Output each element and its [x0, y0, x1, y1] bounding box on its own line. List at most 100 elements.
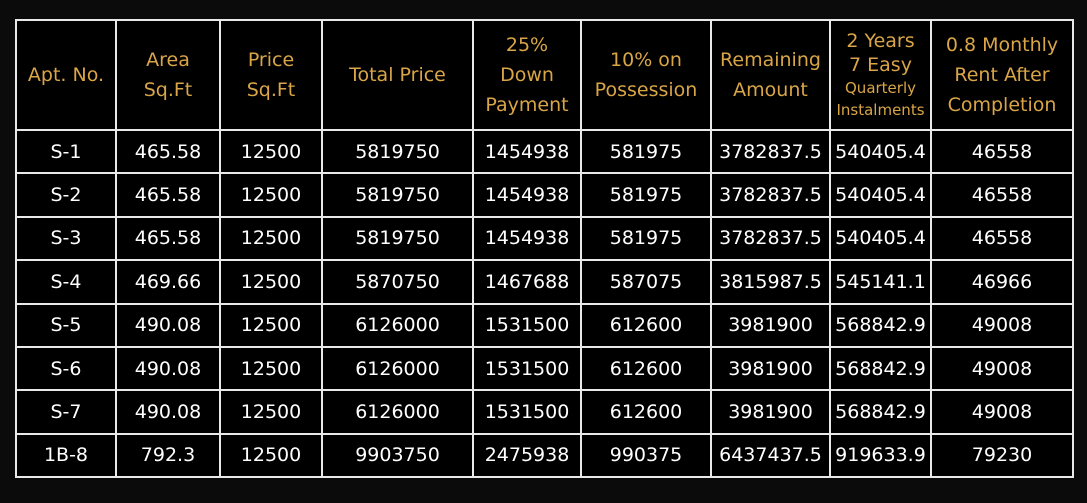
- cell-apt-no: S-1: [15, 128, 117, 175]
- cell-total-price: 6126000: [321, 389, 474, 435]
- cell-possession: 587075: [580, 259, 712, 305]
- cell-total-price: 9903750: [321, 432, 474, 479]
- cell-apt-no: S-3: [15, 215, 117, 262]
- cell-remaining-amount: 3981900: [710, 389, 831, 435]
- header-text: Possession: [594, 79, 698, 101]
- table-row: 1B-8 792.3 12500 9903750 2475938 990375 643743…: [15, 432, 1074, 479]
- table-row: S-2 465.58 12500 5819750 1454938 581975 378283…: [15, 172, 1074, 218]
- cell-total-price: 5819750: [321, 215, 474, 262]
- cell-down-payment: 1454938: [472, 128, 582, 175]
- cell-possession: 612600: [580, 389, 712, 435]
- table-row: S-6 490.08 12500 6126000 1531500 612600 398190…: [15, 345, 1074, 392]
- cell-total-price: 6126000: [321, 345, 474, 392]
- header-text: Amount: [733, 79, 808, 101]
- header-text: Rent After: [954, 64, 1050, 86]
- cell-monthly-rent: 49008: [930, 389, 1074, 435]
- header-price-sqft: Price Sq.Ft: [219, 19, 323, 131]
- cell-down-payment: 1454938: [472, 172, 582, 218]
- cell-area: 465.58: [115, 172, 221, 218]
- cell-down-payment: 1531500: [472, 345, 582, 392]
- cell-down-payment: 1531500: [472, 389, 582, 435]
- cell-price-sqft: 12500: [219, 389, 323, 435]
- header-text: Sq.Ft: [143, 79, 193, 101]
- header-text: Area: [146, 49, 190, 71]
- cell-monthly-rent: 46558: [930, 215, 1074, 262]
- table-row: S-1 465.58 12500 5819750 1454938 581975 378283…: [15, 128, 1074, 175]
- cell-area: 490.08: [115, 345, 221, 392]
- cell-price-sqft: 12500: [219, 172, 323, 218]
- cell-down-payment: 1531500: [472, 302, 582, 348]
- cell-monthly-rent: 79230: [930, 432, 1074, 479]
- cell-remaining-amount: 3981900: [710, 302, 831, 348]
- payment-plan-table: Apt. No. Area Sq.Ft Price Sq.Ft Total Pr…: [15, 19, 1074, 479]
- header-text: Total Price: [349, 64, 446, 86]
- cell-apt-no: S-6: [15, 345, 117, 392]
- header-text: Payment: [485, 94, 569, 116]
- cell-monthly-rent: 49008: [930, 345, 1074, 392]
- cell-quarterly-instalment: 545141.1: [829, 259, 932, 305]
- table-row: S-7 490.08 12500 6126000 1531500 612600 398190…: [15, 389, 1074, 435]
- cell-area: 792.3: [115, 432, 221, 479]
- cell-quarterly-instalment: 919633.9: [829, 432, 932, 479]
- cell-price-sqft: 12500: [219, 259, 323, 305]
- cell-apt-no: S-2: [15, 172, 117, 218]
- header-remaining-amount: Remaining Amount: [710, 19, 831, 131]
- cell-possession: 612600: [580, 345, 712, 392]
- cell-total-price: 6126000: [321, 302, 474, 348]
- table-row: S-4 469.66 12500 5870750 1467688 587075 381598…: [15, 259, 1074, 305]
- cell-price-sqft: 12500: [219, 302, 323, 348]
- header-possession: 10% on Possession: [580, 19, 712, 131]
- header-text: Apt. No.: [27, 64, 105, 86]
- cell-quarterly-instalment: 568842.9: [829, 345, 932, 392]
- cell-area: 490.08: [115, 389, 221, 435]
- header-text: Completion: [947, 94, 1057, 116]
- cell-apt-no: S-4: [15, 259, 117, 305]
- header-text: Remaining: [720, 49, 821, 71]
- cell-total-price: 5870750: [321, 259, 474, 305]
- cell-monthly-rent: 49008: [930, 302, 1074, 348]
- cell-quarterly-instalment: 540405.4: [829, 128, 932, 175]
- cell-possession: 581975: [580, 215, 712, 262]
- cell-area: 469.66: [115, 259, 221, 305]
- cell-price-sqft: 12500: [219, 345, 323, 392]
- cell-possession: 990375: [580, 432, 712, 479]
- cell-total-price: 5819750: [321, 172, 474, 218]
- price-table-container: Apt. No. Area Sq.Ft Price Sq.Ft Total Pr…: [15, 19, 1074, 479]
- header-text: 10% on: [610, 49, 682, 71]
- table-body: S-1 465.58 12500 5819750 1454938 581975 378283…: [15, 128, 1074, 479]
- cell-remaining-amount: 3782837.5: [710, 215, 831, 262]
- cell-possession: 612600: [580, 302, 712, 348]
- cell-quarterly-instalment: 568842.9: [829, 389, 932, 435]
- cell-apt-no: S-7: [15, 389, 117, 435]
- cell-quarterly-instalment: 540405.4: [829, 215, 932, 262]
- cell-quarterly-instalment: 540405.4: [829, 172, 932, 218]
- cell-monthly-rent: 46558: [930, 172, 1074, 218]
- cell-remaining-amount: 3782837.5: [710, 128, 831, 175]
- header-text: Sq.Ft: [246, 79, 296, 101]
- cell-remaining-amount: 3782837.5: [710, 172, 831, 218]
- cell-down-payment: 2475938: [472, 432, 582, 479]
- header-apt-no: Apt. No.: [15, 19, 117, 131]
- cell-remaining-amount: 3981900: [710, 345, 831, 392]
- header-text: Down: [500, 64, 554, 86]
- cell-quarterly-instalment: 568842.9: [829, 302, 932, 348]
- cell-price-sqft: 12500: [219, 432, 323, 479]
- cell-down-payment: 1454938: [472, 215, 582, 262]
- cell-possession: 581975: [580, 128, 712, 175]
- header-quarterly-instalments: 2 Years 7 Easy Quarterly Instalments: [829, 19, 932, 131]
- header-text: Instalments: [836, 101, 925, 119]
- cell-down-payment: 1467688: [472, 259, 582, 305]
- header-total-price: Total Price: [321, 19, 474, 131]
- cell-area: 465.58: [115, 215, 221, 262]
- cell-remaining-amount: 6437437.5: [710, 432, 831, 479]
- header-row: Apt. No. Area Sq.Ft Price Sq.Ft Total Pr…: [15, 19, 1074, 131]
- header-down-payment: 25% Down Payment: [472, 19, 582, 131]
- header-text: Quarterly: [845, 79, 916, 97]
- cell-total-price: 5819750: [321, 128, 474, 175]
- cell-area: 465.58: [115, 128, 221, 175]
- table-row: S-3 465.58 12500 5819750 1454938 581975 378283…: [15, 215, 1074, 262]
- cell-apt-no: 1B-8: [15, 432, 117, 479]
- cell-apt-no: S-5: [15, 302, 117, 348]
- cell-price-sqft: 12500: [219, 215, 323, 262]
- header-text: 7 Easy: [849, 54, 912, 76]
